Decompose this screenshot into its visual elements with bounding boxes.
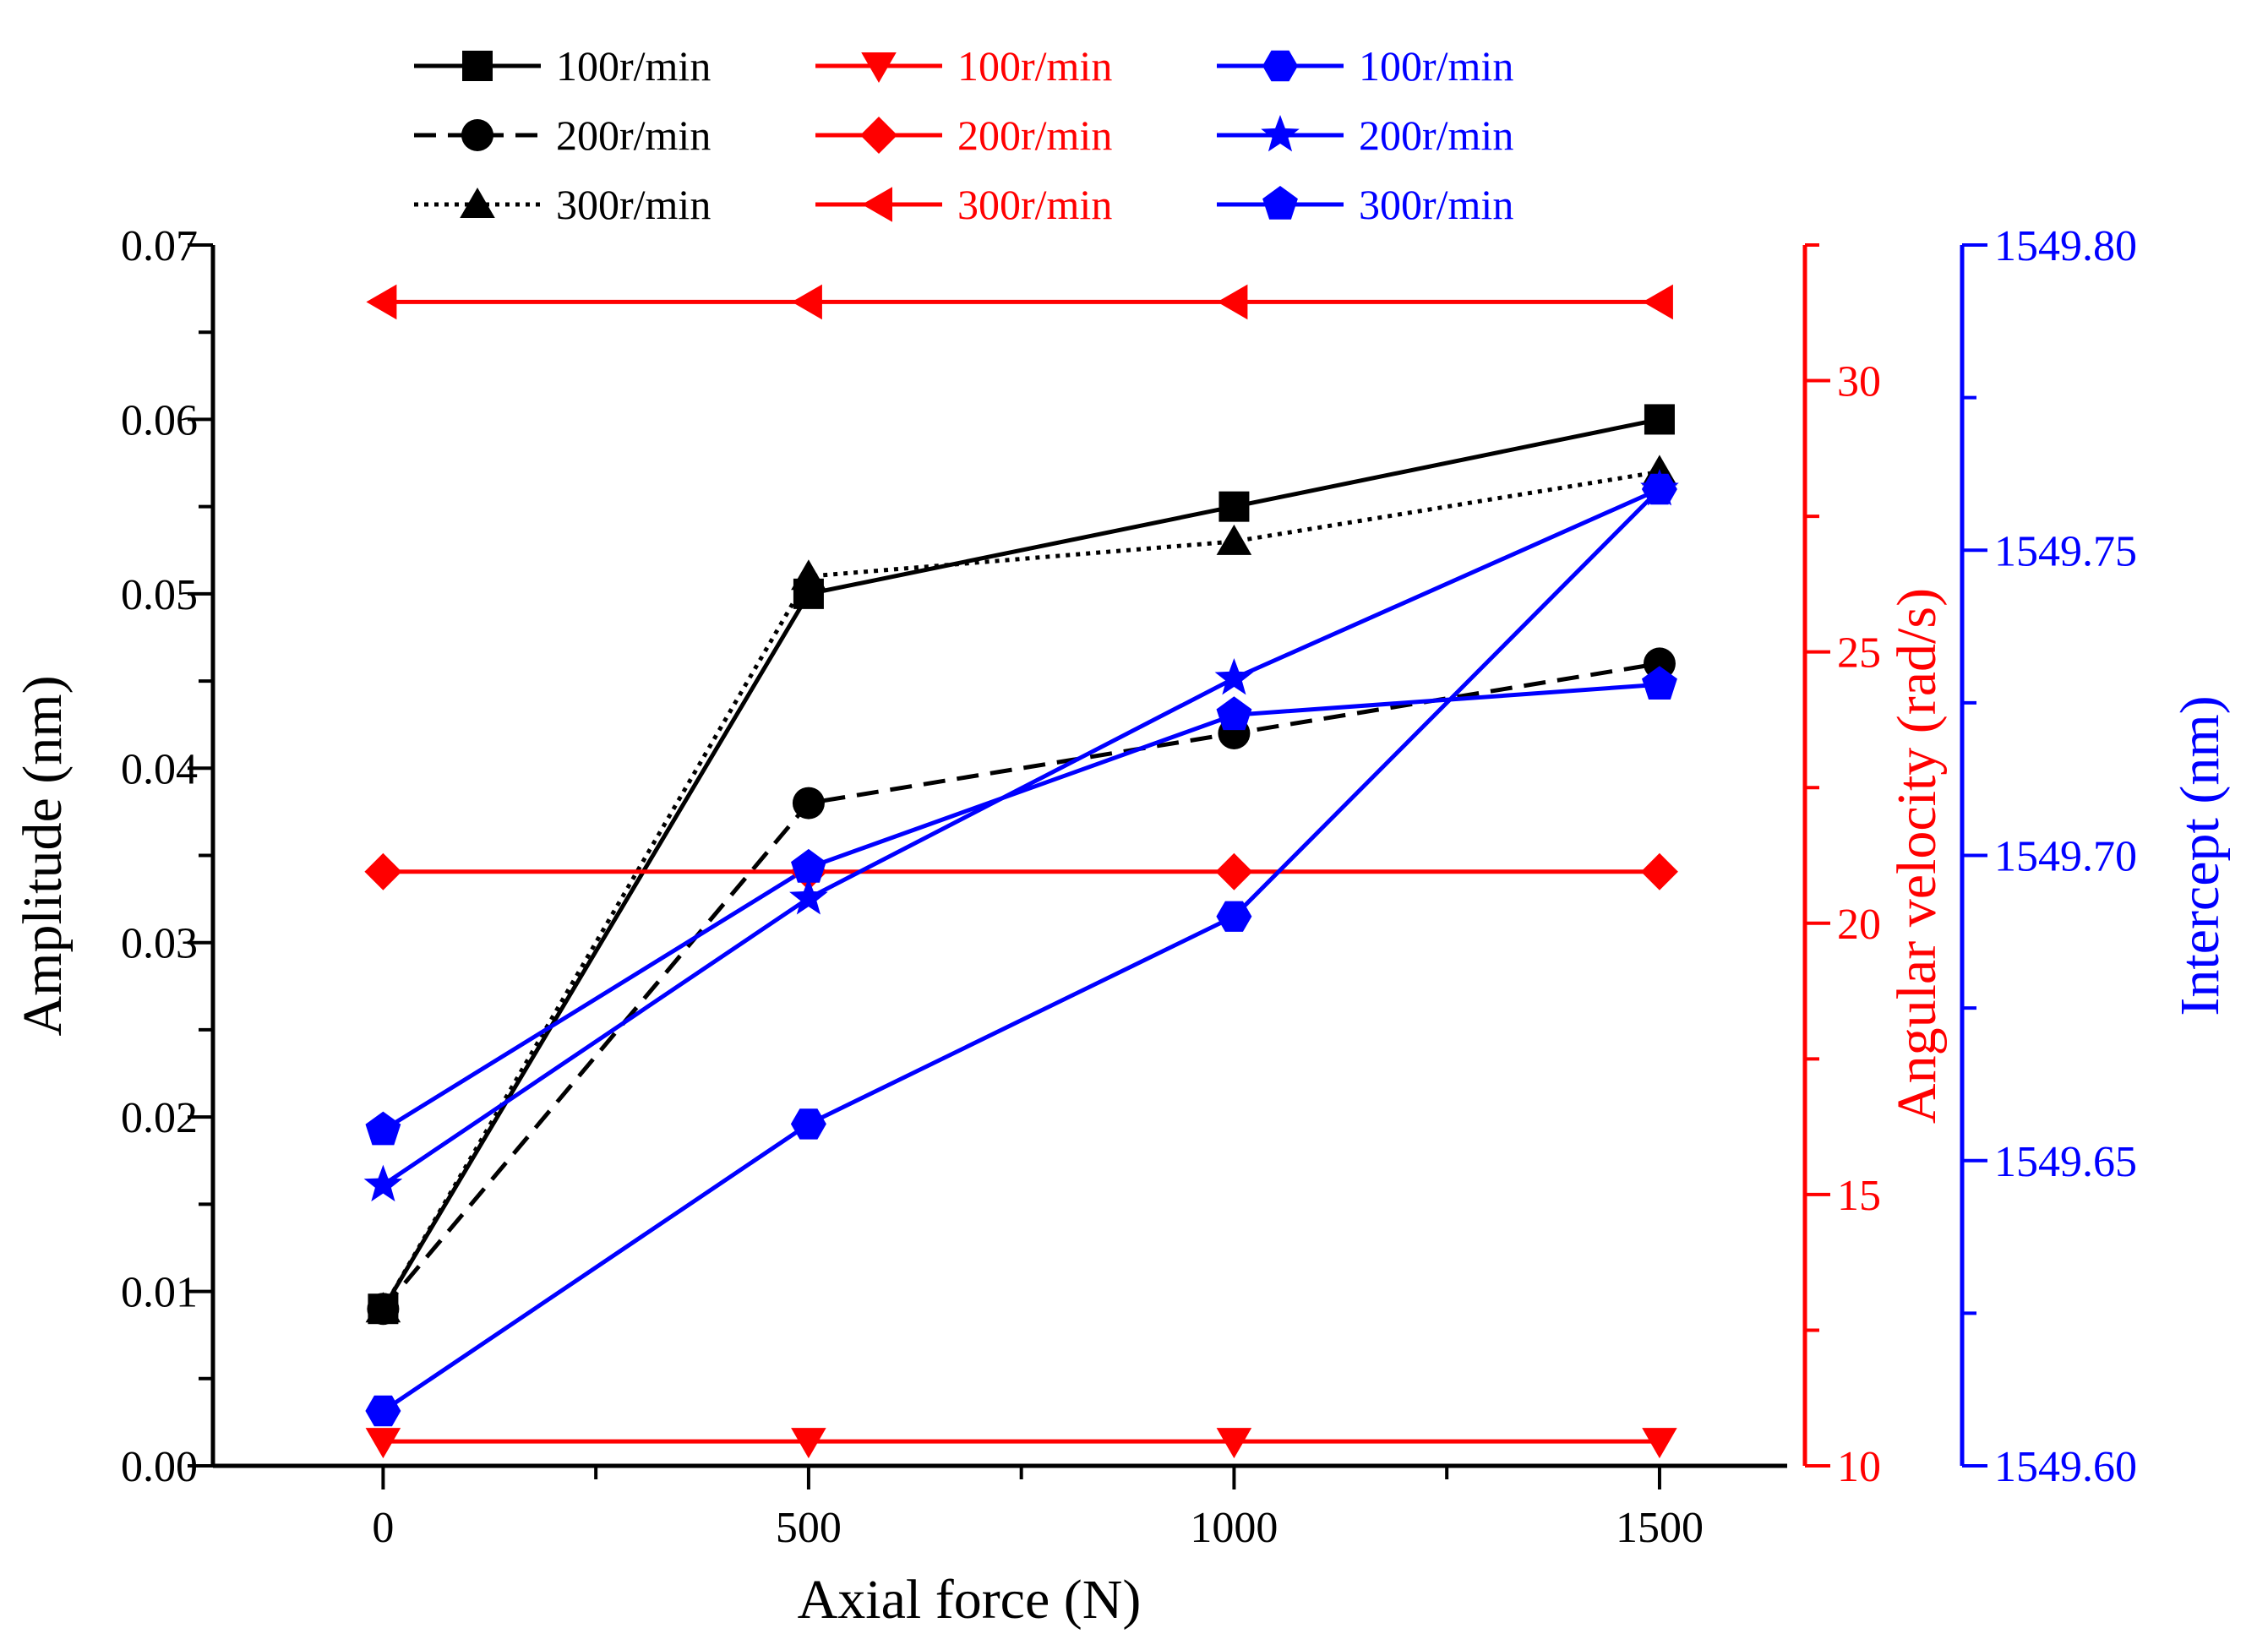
- series-line-right2-7: [382, 487, 1660, 1187]
- series-point-right2-8: [1216, 696, 1252, 731]
- series-line-left-0: [381, 417, 1660, 1310]
- legend-label: 200r/min: [556, 112, 711, 159]
- legend: 100r/min 200r/min 300r/min 100r/min 200r/min…: [414, 42, 1513, 228]
- series-point-right1-5: [1217, 284, 1248, 320]
- series-line-right2-8: [382, 682, 1660, 1132]
- legend-marker: [461, 119, 493, 151]
- series-point-left-0: [1644, 404, 1675, 435]
- left-axis-title: Amplitude (nm): [12, 675, 74, 1036]
- x-tick-label: 1500: [1616, 1504, 1704, 1552]
- series-point-right2-6: [365, 1395, 401, 1427]
- legend-label: 300r/min: [556, 181, 711, 228]
- right2-tick-label: 1549.70: [1994, 833, 2137, 881]
- series-point-left-2: [1216, 524, 1252, 555]
- legend-marker: [460, 188, 495, 218]
- legend-label: 200r/min: [1359, 112, 1513, 159]
- left-tick-label: 0.01: [121, 1269, 198, 1317]
- series-point-left-2: [791, 559, 826, 591]
- series-point-right2-7: [789, 878, 828, 915]
- series-line-right2-6: [382, 487, 1661, 1413]
- axis-tick-labels: 0 500 1000 1500 0.00 0.01 0.02 0.03 0.04 0.05 0.06…: [121, 222, 2137, 1552]
- left-tick-label: 0.06: [121, 396, 198, 444]
- legend-marker: [860, 117, 897, 154]
- series-point-right2-8: [791, 848, 826, 883]
- left-tick-label: 0.05: [121, 571, 198, 619]
- right2-tick-label: 1549.65: [1994, 1138, 2137, 1186]
- left-tick-label: 0.00: [121, 1443, 198, 1491]
- right1-tick-label: 25: [1837, 629, 1881, 678]
- right-angular-velocity-axis-title: Angular velocity (rad/s): [1886, 588, 1948, 1124]
- series-point-left-1: [792, 787, 825, 820]
- series-point-right1-5: [366, 284, 397, 320]
- series-point-right2-7: [1640, 469, 1679, 506]
- legend-label: 300r/min: [1359, 181, 1513, 228]
- series-point-right2-8: [1642, 666, 1677, 700]
- series-point-right2-6: [1216, 901, 1252, 932]
- legend-label: 100r/min: [1359, 42, 1513, 90]
- series-point-right2-7: [363, 1164, 403, 1202]
- series-point-right1-3: [365, 1428, 401, 1459]
- series-point-right1-3: [1642, 1428, 1677, 1459]
- legend-marker: [1262, 50, 1298, 82]
- legend-label: 300r/min: [957, 181, 1112, 228]
- series-point-right1-4: [1640, 852, 1678, 890]
- x-tick-label: 500: [776, 1504, 842, 1552]
- x-tick-label: 1000: [1190, 1504, 1278, 1552]
- series-point-right1-5: [1642, 284, 1673, 320]
- left-tick-label: 0.07: [121, 222, 198, 270]
- left-tick-label: 0.03: [121, 920, 198, 968]
- x-axis-title: Axial force (N): [798, 1569, 1142, 1631]
- legend-marker: [1262, 186, 1298, 220]
- right1-tick-label: 20: [1837, 901, 1881, 949]
- right2-tick-label: 1549.75: [1994, 527, 2137, 575]
- right1-tick-label: 30: [1837, 358, 1881, 406]
- series-point-left-2: [365, 1292, 401, 1323]
- right-intercept-axis-title: Intercept (nm): [2169, 695, 2231, 1016]
- legend-label: 200r/min: [957, 112, 1112, 159]
- series-point-left-0: [1219, 491, 1250, 522]
- series-point-right1-4: [364, 852, 402, 890]
- series-point-right1-5: [791, 284, 822, 320]
- legend-label: 100r/min: [556, 42, 711, 90]
- series-point-right1-4: [1215, 852, 1253, 890]
- x-tick-label: 0: [372, 1504, 394, 1552]
- right2-tick-label: 1549.60: [1994, 1443, 2137, 1491]
- legend-marker: [862, 187, 892, 222]
- right2-tick-label: 1549.80: [1994, 222, 2137, 270]
- series-markers: [363, 284, 1679, 1459]
- series-lines: [381, 299, 1661, 1444]
- series-point-left-1: [1643, 647, 1676, 680]
- series-point-right2-8: [365, 1111, 401, 1146]
- legend-marker: [1261, 115, 1300, 152]
- legend-label: 100r/min: [957, 42, 1112, 90]
- series-point-right2-6: [790, 1108, 826, 1140]
- series-point-right2-7: [1214, 658, 1254, 695]
- right1-tick-label: 10: [1837, 1443, 1881, 1491]
- legend-marker: [861, 52, 897, 83]
- axis-ticks: [188, 243, 1987, 1489]
- series-point-right1-3: [791, 1428, 826, 1459]
- right1-tick-label: 15: [1837, 1172, 1881, 1220]
- left-tick-label: 0.02: [121, 1094, 198, 1142]
- legend-marker: [462, 51, 493, 81]
- series-point-right1-3: [1216, 1428, 1252, 1459]
- left-tick-label: 0.04: [121, 745, 198, 793]
